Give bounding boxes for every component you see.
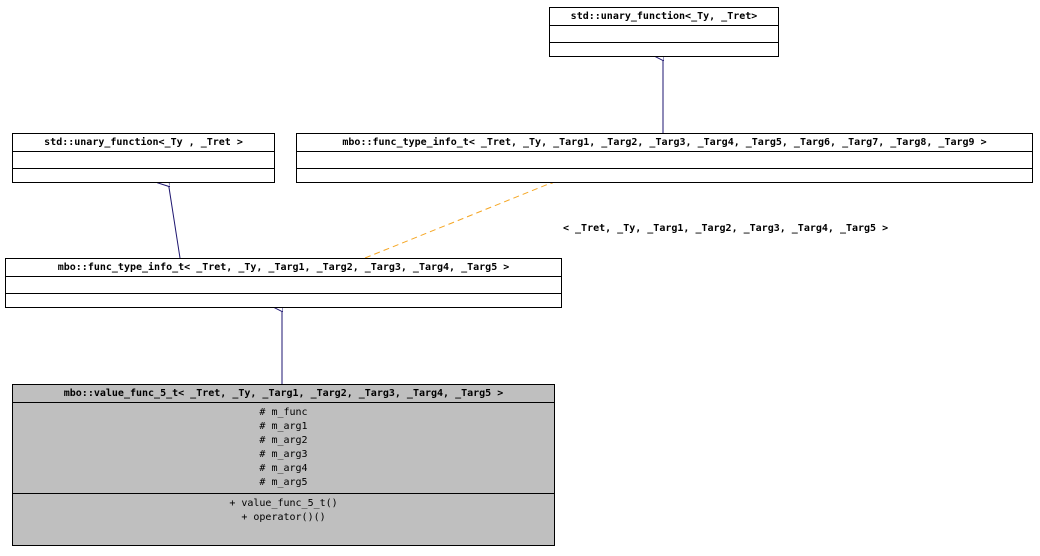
class-title: std::unary_function<_Ty , _Tret >	[13, 134, 274, 152]
class-attr-item: # m_arg5	[19, 476, 548, 490]
class-attr-item: # m_func	[19, 406, 548, 420]
class-box-std-unary-function-top: std::unary_function<_Ty, _Tret>	[549, 7, 779, 57]
class-box-func-type-info-t-9: mbo::func_type_info_t< _Tret, _Ty, _Targ…	[296, 133, 1033, 183]
class-ops-empty	[297, 169, 1032, 185]
class-attrs-empty	[550, 26, 778, 43]
class-attr-item: # m_arg4	[19, 462, 548, 476]
class-attrs-empty	[6, 277, 561, 294]
class-attr-item: # m_arg3	[19, 448, 548, 462]
class-attr-item: # m_arg1	[19, 420, 548, 434]
class-attrs-empty	[297, 152, 1032, 169]
class-attrs-empty	[13, 152, 274, 169]
class-attrs: # m_func# m_arg1# m_arg2# m_arg3# m_arg4…	[13, 403, 554, 494]
class-title: mbo::func_type_info_t< _Tret, _Ty, _Targ…	[297, 134, 1032, 152]
class-ops-empty	[6, 294, 561, 310]
class-ops: + value_func_5_t()+ operator()()	[13, 494, 554, 528]
template-args-label: < _Tret, _Ty, _Targ1, _Targ2, _Targ3, _T…	[563, 223, 888, 234]
class-title: mbo::func_type_info_t< _Tret, _Ty, _Targ…	[6, 259, 561, 277]
class-attr-item: # m_arg2	[19, 434, 548, 448]
class-box-std-unary-function-left: std::unary_function<_Ty , _Tret >	[12, 133, 275, 183]
class-ops-empty	[550, 43, 778, 59]
class-box-func-type-info-t-5: mbo::func_type_info_t< _Tret, _Ty, _Targ…	[5, 258, 562, 308]
class-op-item: + value_func_5_t()	[19, 497, 548, 511]
class-op-item: + operator()()	[19, 511, 548, 525]
class-box-value-func-5-t: mbo::value_func_5_t< _Tret, _Ty, _Targ1,…	[12, 384, 555, 546]
class-title: std::unary_function<_Ty, _Tret>	[550, 8, 778, 26]
class-title: mbo::value_func_5_t< _Tret, _Ty, _Targ1,…	[13, 385, 554, 403]
class-ops-empty	[13, 169, 274, 185]
